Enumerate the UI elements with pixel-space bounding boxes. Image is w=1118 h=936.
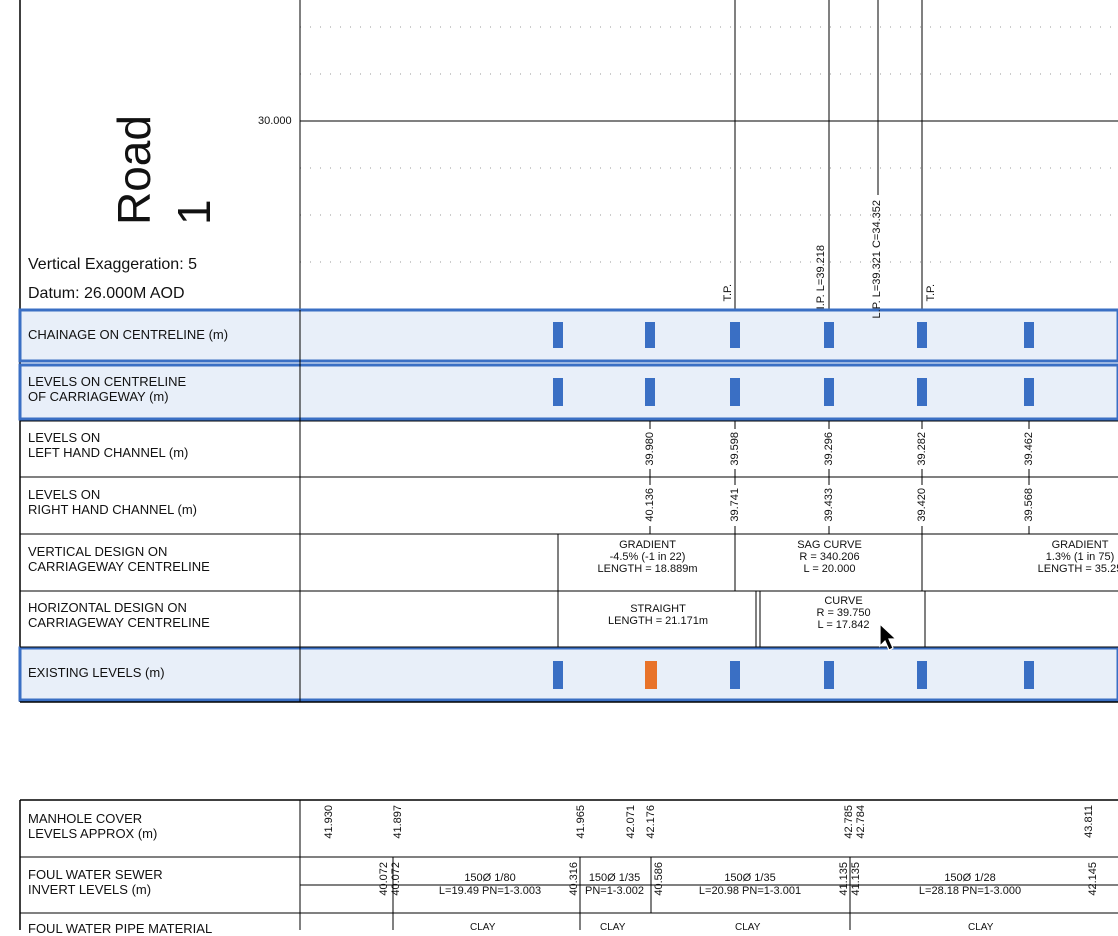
chainage-tag bbox=[553, 322, 563, 348]
right-channel-value: 40.136 bbox=[644, 488, 656, 522]
right-channel-value: 39.433 bbox=[823, 488, 835, 522]
pipe-segment[interactable]: 150Ø 1/80 L=19.49 PN=1-3.003 bbox=[438, 872, 542, 897]
level-axis-label: 30.000 bbox=[258, 115, 292, 127]
pipe-segment[interactable]: 150Ø 1/35 PN=1-3.002 bbox=[584, 872, 644, 897]
chainage-tag bbox=[645, 322, 655, 348]
existing-tag bbox=[1024, 661, 1034, 689]
existing-tag bbox=[824, 661, 834, 689]
cover-level-value: 42.784 bbox=[855, 805, 867, 839]
cover-level-value: 41.897 bbox=[392, 805, 404, 839]
left-channel-value: 39.980 bbox=[644, 432, 656, 466]
invert-level-value: 42.145 bbox=[1087, 862, 1099, 896]
left-channel-value: 39.282 bbox=[916, 432, 928, 466]
level-tag bbox=[730, 378, 740, 406]
row-label-chainage: CHAINAGE ON CENTRELINE (m) bbox=[28, 327, 229, 342]
row-label-horizontal-design: HORIZONTAL DESIGN ON CARRIAGEWAY CENTREL… bbox=[28, 600, 210, 630]
right-channel-value: 39.568 bbox=[1023, 488, 1035, 522]
left-channel-value: 39.296 bbox=[823, 432, 835, 466]
invert-level-value: 40.072 bbox=[390, 862, 402, 896]
existing-tag-selected bbox=[645, 661, 657, 689]
pipe-material: CLAY bbox=[600, 922, 626, 933]
level-tag bbox=[645, 378, 655, 406]
tp-label-1: T.P. bbox=[722, 284, 734, 302]
invert-level-value: 40.072 bbox=[378, 862, 390, 896]
horizontal-design-straight: STRAIGHT LENGTH = 21.171m bbox=[608, 603, 708, 627]
row-label-right-channel: LEVELS ON RIGHT HAND CHANNEL (m) bbox=[28, 487, 198, 517]
right-channel-value: 39.420 bbox=[916, 488, 928, 522]
cover-level-value: 41.965 bbox=[575, 805, 587, 839]
row-label-centreline-levels: LEVELS ON CENTRELINE OF CARRIAGEWAY (m) bbox=[28, 374, 187, 404]
left-channel-value: 39.598 bbox=[729, 432, 741, 466]
pipe-segment[interactable]: 150Ø 1/28 L=28.18 PN=1-3.000 bbox=[918, 872, 1022, 897]
invert-level-value: 41.135 bbox=[850, 862, 862, 896]
pipe-material: CLAY bbox=[735, 922, 761, 933]
horizontal-design-curve: CURVE R = 39.750 L = 17.842 bbox=[816, 595, 871, 631]
road-title: Road 1 bbox=[108, 115, 220, 225]
level-tag bbox=[917, 378, 927, 406]
chainage-tags[interactable] bbox=[553, 322, 1034, 348]
existing-levels-row-bg[interactable] bbox=[18, 646, 1118, 702]
existing-tag bbox=[917, 661, 927, 689]
existing-tag bbox=[553, 661, 563, 689]
cover-level-value: 42.785 bbox=[843, 805, 855, 839]
invert-level-value: 41.135 bbox=[838, 862, 850, 896]
datum-label: Datum: 26.000M AOD bbox=[28, 285, 185, 302]
chainage-tag bbox=[1024, 322, 1034, 348]
mouse-cursor-icon bbox=[879, 622, 898, 651]
pipe-material: CLAY bbox=[968, 922, 994, 933]
chainage-tag bbox=[824, 322, 834, 348]
pipe-material: CLAY bbox=[470, 922, 496, 933]
chainage-row-bg[interactable] bbox=[18, 308, 1118, 363]
lp-label: L.P. L=39.321 C=34.352 bbox=[871, 200, 883, 319]
vertical-design-gradient-2: GRADIENT 1.3% (1 in 75) LENGTH = 35.25 bbox=[1037, 539, 1118, 575]
tp-label-2: T.P. bbox=[925, 284, 937, 302]
vertical-design-gradient-1: GRADIENT -4.5% (-1 in 22) LENGTH = 18.88… bbox=[597, 539, 698, 575]
cover-level-value: 41.930 bbox=[323, 805, 335, 839]
right-channel-value: 39.741 bbox=[729, 488, 741, 522]
level-tag bbox=[1024, 378, 1034, 406]
chainage-tag bbox=[730, 322, 740, 348]
level-tag bbox=[824, 378, 834, 406]
cover-level-value: 42.176 bbox=[645, 805, 657, 839]
vertical-exaggeration-label: Vertical Exaggeration: 5 bbox=[28, 256, 197, 273]
row-label-existing-levels: EXISTING LEVELS (m) bbox=[28, 665, 165, 680]
profile-grid bbox=[300, 26, 1118, 263]
drainage-row-label-invert: FOUL WATER SEWER INVERT LEVELS (m) bbox=[28, 867, 163, 897]
cover-level-value: 43.811 bbox=[1083, 805, 1095, 838]
centreline-level-tags[interactable] bbox=[553, 378, 1034, 406]
invert-level-value: 40.586 bbox=[653, 862, 665, 896]
level-tag bbox=[553, 378, 563, 406]
row-label-left-channel: LEVELS ON LEFT HAND CHANNEL (m) bbox=[28, 430, 189, 460]
pipe-segment[interactable]: 150Ø 1/35 L=20.98 PN=1-3.001 bbox=[698, 872, 802, 897]
drainage-table-lines bbox=[19, 799, 1118, 930]
centreline-levels-row-bg[interactable] bbox=[18, 363, 1118, 421]
chainage-tag bbox=[917, 322, 927, 348]
ip-label: I.P. L=39.218 bbox=[815, 245, 827, 310]
drainage-row-label-material: FOUL WATER PIPE MATERIAL bbox=[28, 921, 213, 936]
row-label-vertical-design: VERTICAL DESIGN ON CARRIAGEWAY CENTRELIN… bbox=[28, 544, 210, 574]
cover-level-value: 42.071 bbox=[625, 805, 637, 839]
left-channel-value: 39.462 bbox=[1023, 432, 1035, 466]
table-row-lines bbox=[20, 310, 1118, 702]
vertical-design-sag-curve: SAG CURVE R = 340.206 L = 20.000 bbox=[797, 539, 862, 575]
existing-tag bbox=[730, 661, 740, 689]
drainage-row-label-cover: MANHOLE COVER LEVELS APPROX (m) bbox=[28, 811, 158, 841]
existing-level-tags[interactable] bbox=[553, 661, 1034, 689]
